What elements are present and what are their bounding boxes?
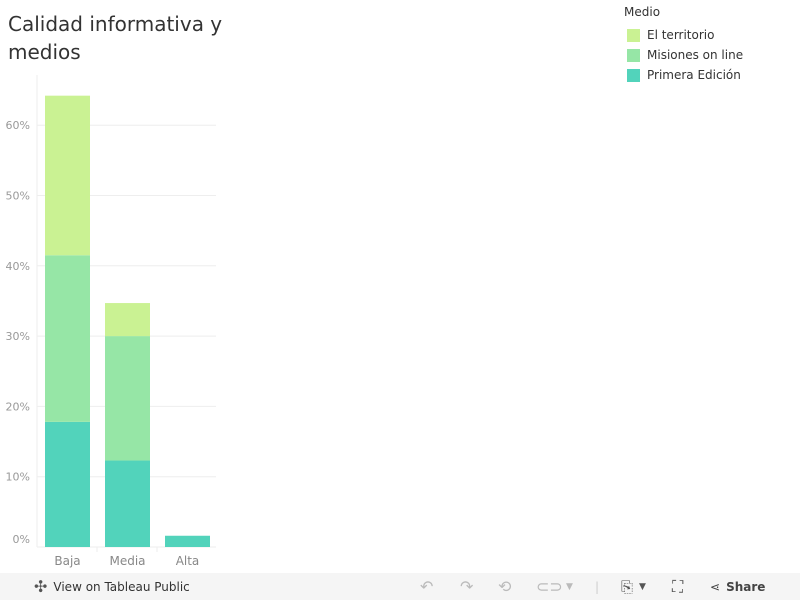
bar-baja-primera-edici-n <box>45 421 90 547</box>
fullscreen-icon[interactable]: ⛶ <box>672 576 684 596</box>
y-tick-label: 0% <box>13 533 30 546</box>
bar-media-misiones-on-line <box>105 336 150 461</box>
bar-baja-el-territorio <box>45 95 90 256</box>
bar-baja-misiones-on-line <box>45 255 90 422</box>
view-on-tableau-link[interactable]: ✣ View on Tableau Public <box>34 577 190 596</box>
x-tick-label: Alta <box>176 554 200 568</box>
y-tick-label: 50% <box>6 190 30 203</box>
legend-label: El territorio <box>647 28 715 42</box>
bar-alta-primera-edici-n <box>165 535 210 547</box>
legend-title: Medio <box>624 5 661 19</box>
bar-media-primera-edici-n <box>105 460 150 547</box>
y-tick-label: 60% <box>6 119 30 132</box>
legend-label: Misiones on line <box>647 48 744 62</box>
y-tick-label: 10% <box>6 471 30 484</box>
view-on-tableau-label: View on Tableau Public <box>53 579 190 594</box>
toolbar-divider: | <box>595 579 600 594</box>
x-tick-label: Media <box>109 554 145 568</box>
tableau-logo-icon: ✣ <box>34 577 48 596</box>
bar-chart: 0% 10% 20% 30% 40% 50% 60% Baja Media Alta <box>6 75 216 568</box>
x-tick-label: Baja <box>54 554 80 568</box>
refresh-icon[interactable]: ⊂⊃ <box>536 577 563 596</box>
revert-icon[interactable]: ⟲ <box>498 577 512 596</box>
legend-swatch <box>627 48 640 62</box>
legend-item[interactable]: Primera Edición <box>624 65 743 85</box>
redo-icon[interactable]: ↷ <box>460 577 474 596</box>
legend-label: Primera Edición <box>647 68 741 82</box>
y-tick-label: 30% <box>6 330 30 343</box>
legend-swatch <box>627 28 640 42</box>
download-icon[interactable]: ⎘ ▼ <box>621 577 646 596</box>
share-label: Share <box>726 579 766 594</box>
legend-swatch <box>627 68 640 82</box>
legend-item[interactable]: El territorio <box>624 25 743 45</box>
legend-item[interactable]: Misiones on line <box>624 45 743 65</box>
y-tick-label: 20% <box>6 400 30 413</box>
y-tick-label: 40% <box>6 260 30 273</box>
share-button[interactable]: ⋖ Share <box>710 580 765 594</box>
undo-icon[interactable]: ↶ <box>420 577 434 596</box>
chart-title: Calidad informativa y medios <box>8 12 223 64</box>
share-icon: ⋖ <box>710 579 721 594</box>
toolbar: ✣ View on Tableau Public ↶ ↷ ⟲ ⊂⊃ ▼ | ⎘ ▼… <box>0 573 800 600</box>
bar-media-el-territorio <box>105 303 150 337</box>
legend: Medio El territorio Misiones on line Prime… <box>624 5 743 85</box>
refresh-dropdown-icon[interactable]: ▼ <box>566 581 573 592</box>
